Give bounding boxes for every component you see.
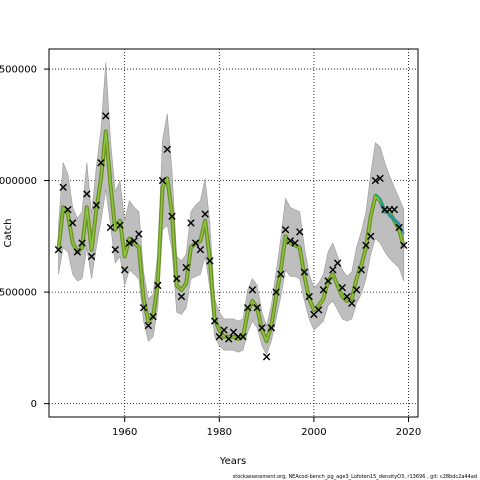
observed-point [130,237,138,245]
y-tick-label: 1500000 [0,65,37,76]
observed-point [87,252,96,261]
observed-point [267,324,276,332]
observed-point [111,246,119,254]
observed-point [395,223,403,232]
observed-point [376,174,384,183]
confidence-band-area [58,62,405,356]
observed-point [64,205,72,214]
observed-point [83,190,91,198]
observed-point [163,145,171,154]
observed-point [343,292,351,301]
observed-point [220,326,228,334]
x-axis: 1960 1980 2000 2020 [112,417,421,438]
observed-point [182,263,190,272]
observed-point [338,283,347,292]
x-axis-title: Years [219,456,246,467]
observed-point [277,270,285,278]
observed-point [59,183,67,191]
plot-frame [48,48,419,418]
observed-point [286,237,294,245]
observed-point [201,210,209,218]
observed-point [225,335,233,343]
y-axis: 0 500000 1000000 1500000 [0,65,49,410]
y-tick-label: 0 [31,399,37,410]
observed-point [116,221,124,229]
observed-point [352,286,361,294]
observed-point [154,281,162,290]
x-tick-label: 2020 [396,427,421,438]
y-tick-label: 500000 [0,288,37,299]
observed-point [258,324,266,332]
x-tick-label: 1960 [112,427,137,438]
observed-point [371,176,380,185]
observed-point [248,286,257,294]
observed-point [348,299,356,307]
observed-point [210,317,219,325]
observed-point [324,277,332,285]
observed-point [173,275,181,283]
observed-point [400,241,408,249]
footer-text: stockassessment.org, NEAcod-bench_pg_age… [233,474,477,480]
observed-point [319,286,328,294]
observed-point [92,201,101,209]
observed-point [296,228,304,236]
observed-point [139,304,148,312]
observed-point [239,333,247,341]
observed-point [97,159,105,167]
observed-point [300,268,309,276]
observed-point [54,246,63,254]
y-tick-label: 1000000 [0,176,37,187]
y-axis-title: Catch [3,219,14,248]
observed-point [125,239,134,247]
observed-point [305,292,313,301]
observed-point [281,225,290,234]
observed-point [390,205,399,214]
observed-point [106,223,115,232]
observed-point [191,239,200,247]
observed-point [333,259,342,267]
observed-point [206,257,214,265]
observed-point [329,266,337,274]
observed-point [158,176,167,185]
observed-point [68,219,77,227]
observed-point [187,219,195,227]
observed-points [54,112,408,361]
observed-point [291,239,299,247]
observed-point [262,353,271,361]
observed-point [272,288,280,296]
observed-point [314,306,323,314]
confidence-band [58,62,405,356]
observed-point [253,304,261,312]
x-tick-label: 1980 [207,427,232,438]
observed-point [243,304,252,312]
plot-panel [48,48,419,418]
observed-point [73,248,82,256]
observed-point [135,230,143,238]
observed-point [196,246,205,254]
observed-point [149,312,157,321]
observed-point [120,266,129,274]
observed-point [102,112,110,120]
observed-point [168,212,176,220]
observed-point [366,232,375,241]
observed-point [215,333,224,341]
x-tick-label: 2000 [301,427,326,438]
observed-point [357,266,365,274]
observed-point [144,321,153,330]
observed-point [78,239,86,247]
observed-point [177,292,186,301]
observed-point [362,241,370,249]
